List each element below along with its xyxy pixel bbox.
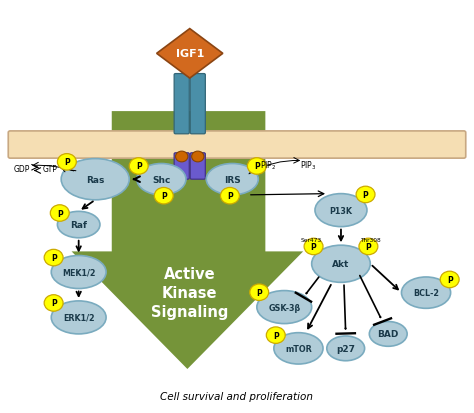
Text: GTP: GTP xyxy=(43,165,58,174)
Ellipse shape xyxy=(312,246,370,282)
Text: P: P xyxy=(310,242,317,252)
Text: MEK1/2: MEK1/2 xyxy=(62,268,95,277)
Text: P13K: P13K xyxy=(329,206,353,215)
Text: mTOR: mTOR xyxy=(285,344,312,353)
Text: Ras: Ras xyxy=(86,175,104,184)
Circle shape xyxy=(57,154,76,171)
Circle shape xyxy=(50,205,69,222)
Text: p27: p27 xyxy=(336,344,355,353)
Text: P: P xyxy=(273,331,279,340)
Ellipse shape xyxy=(137,164,186,195)
Text: PIP$_3$: PIP$_3$ xyxy=(300,159,316,171)
Text: P: P xyxy=(161,192,167,201)
Text: Active
Kinase
Signaling: Active Kinase Signaling xyxy=(151,266,228,320)
Ellipse shape xyxy=(401,277,451,309)
Text: IRS: IRS xyxy=(224,175,241,184)
Text: Raf: Raf xyxy=(70,221,87,230)
Ellipse shape xyxy=(257,291,312,324)
Text: Akt: Akt xyxy=(332,260,350,268)
Circle shape xyxy=(359,239,378,255)
FancyBboxPatch shape xyxy=(8,132,466,159)
Circle shape xyxy=(356,187,375,203)
Ellipse shape xyxy=(206,164,258,195)
Text: BCL-2: BCL-2 xyxy=(413,288,439,297)
Text: BAD: BAD xyxy=(378,330,399,339)
Circle shape xyxy=(247,158,266,175)
Text: Thr308: Thr308 xyxy=(360,238,381,243)
Text: P: P xyxy=(51,299,56,308)
Circle shape xyxy=(191,152,204,162)
Ellipse shape xyxy=(327,336,365,361)
Circle shape xyxy=(129,158,148,175)
FancyBboxPatch shape xyxy=(174,153,189,180)
Text: P: P xyxy=(363,190,368,199)
Text: P: P xyxy=(64,158,70,167)
Circle shape xyxy=(44,250,63,266)
Text: P: P xyxy=(254,162,260,171)
Circle shape xyxy=(220,188,239,204)
Ellipse shape xyxy=(61,159,129,200)
FancyBboxPatch shape xyxy=(190,153,205,180)
Ellipse shape xyxy=(315,194,367,227)
Ellipse shape xyxy=(57,212,100,238)
FancyBboxPatch shape xyxy=(190,74,205,135)
Circle shape xyxy=(250,284,269,301)
Ellipse shape xyxy=(274,333,323,364)
Text: P: P xyxy=(256,288,262,297)
Circle shape xyxy=(266,327,285,344)
Text: Shc: Shc xyxy=(152,175,171,184)
Text: ERK1/2: ERK1/2 xyxy=(63,313,94,322)
Text: IGF1: IGF1 xyxy=(175,49,204,59)
Ellipse shape xyxy=(51,256,106,289)
Ellipse shape xyxy=(51,301,106,334)
Circle shape xyxy=(155,188,173,204)
Text: P: P xyxy=(365,242,371,252)
Circle shape xyxy=(44,295,63,311)
Ellipse shape xyxy=(369,322,407,347)
Circle shape xyxy=(440,271,459,288)
Text: P: P xyxy=(57,209,63,218)
Text: GSK-3β: GSK-3β xyxy=(268,303,301,312)
FancyBboxPatch shape xyxy=(174,74,189,135)
Text: P: P xyxy=(51,254,56,262)
Circle shape xyxy=(175,152,188,162)
Text: P: P xyxy=(136,162,142,171)
Polygon shape xyxy=(72,112,303,369)
Text: P: P xyxy=(227,192,233,201)
Text: Ser473: Ser473 xyxy=(301,238,322,243)
Polygon shape xyxy=(156,29,223,79)
Circle shape xyxy=(304,239,323,255)
Text: P: P xyxy=(447,275,453,284)
Text: Cell survival and proliferation: Cell survival and proliferation xyxy=(161,391,313,401)
Text: PIP$_2$: PIP$_2$ xyxy=(259,159,276,171)
Text: GDP: GDP xyxy=(14,165,30,174)
